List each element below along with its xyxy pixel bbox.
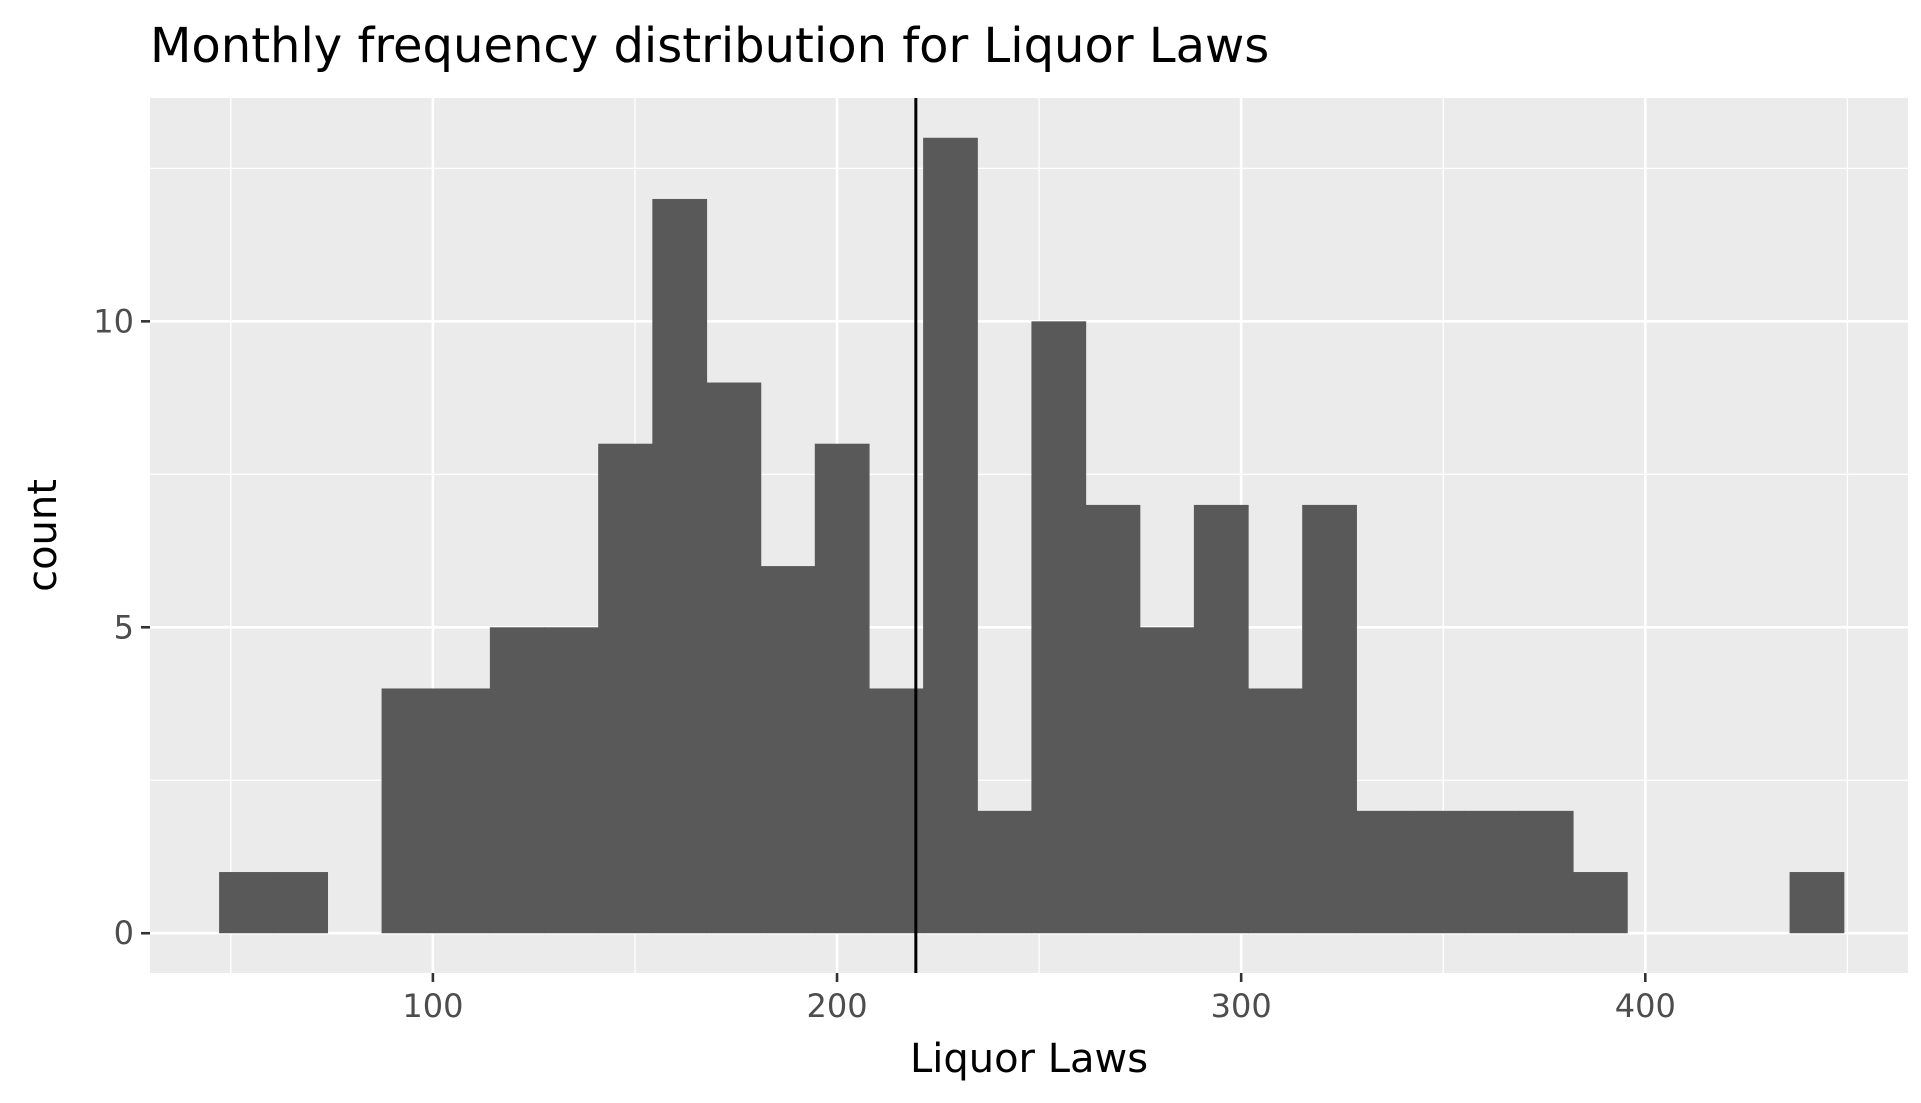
histogram-bar <box>1356 810 1412 934</box>
histogram-bar <box>1302 504 1357 934</box>
y-tick-label: 10 <box>93 302 134 340</box>
histogram-bar <box>544 627 599 934</box>
x-tick-label: 400 <box>1615 987 1676 1025</box>
histogram-bar <box>1789 872 1845 934</box>
x-tick-label: 300 <box>1211 987 1272 1025</box>
histogram-bar <box>814 443 870 934</box>
histogram-bar <box>1248 688 1303 934</box>
histogram-bar <box>760 566 816 934</box>
histogram-bar <box>1139 627 1195 934</box>
histogram-bar <box>219 872 274 934</box>
histogram-bar <box>706 382 762 934</box>
histogram-bar <box>1085 504 1141 934</box>
x-axis: 100 200 300 400 <box>402 973 1676 1025</box>
y-tick-label: 0 <box>114 914 134 952</box>
histogram-bar <box>1464 810 1520 934</box>
chart-title: Monthly frequency distribution for Liquo… <box>150 18 1269 74</box>
x-axis-title: Liquor Laws <box>910 1036 1148 1082</box>
histogram-bar <box>381 688 437 934</box>
y-tick-label: 5 <box>114 608 134 646</box>
histogram-bar <box>1572 872 1628 934</box>
histogram-bar <box>1031 321 1087 934</box>
histogram-bar <box>489 627 545 934</box>
x-tick-label: 200 <box>806 987 867 1025</box>
x-tick-label: 100 <box>402 987 463 1025</box>
histogram-bar <box>1193 504 1249 934</box>
histogram-bar <box>273 872 329 934</box>
histogram-bar <box>435 688 491 934</box>
histogram-bar <box>598 443 653 934</box>
histogram-bar <box>1410 810 1466 934</box>
histogram-bars <box>219 137 1845 934</box>
y-axis-title: count <box>20 479 66 592</box>
histogram-bar <box>1518 810 1574 934</box>
histogram-bar <box>652 198 708 934</box>
y-axis: 0 5 10 <box>93 302 150 952</box>
histogram-bar <box>923 137 978 934</box>
histogram-bar <box>977 810 1033 934</box>
